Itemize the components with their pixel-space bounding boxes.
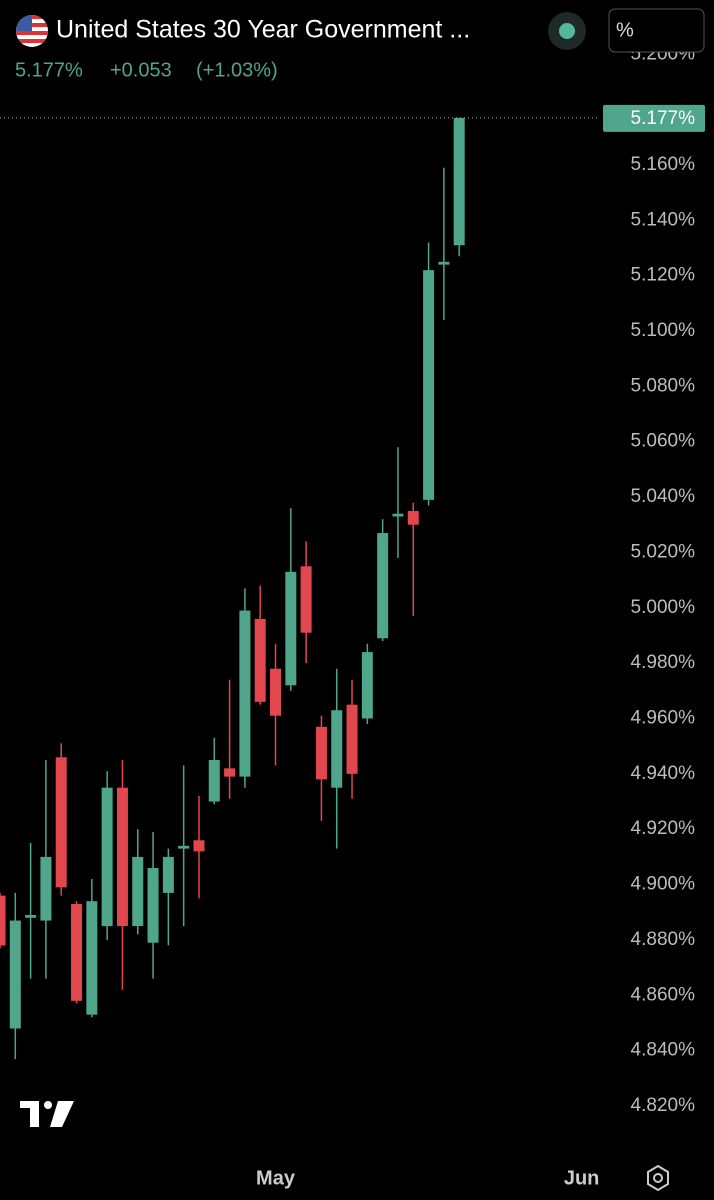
candle-body [86, 901, 98, 1015]
y-tick-label: 5.120% [631, 265, 696, 286]
y-tick-label: 4.940% [631, 763, 696, 784]
candle-body [71, 903, 83, 1001]
y-tick-label: 4.960% [631, 708, 696, 729]
candle-body [331, 710, 343, 788]
candle-body [270, 668, 282, 716]
y-tick-label: 5.040% [631, 486, 696, 507]
unit-label: % [616, 19, 634, 41]
candle-body [361, 652, 373, 719]
x-tick-label: May [256, 1167, 296, 1189]
tradingview-logo [20, 1101, 74, 1127]
candle-body [0, 895, 6, 946]
chart-title: United States 30 Year Government ... [56, 16, 470, 44]
y-tick-label: 5.060% [631, 431, 696, 452]
candle-body [438, 261, 450, 265]
candle-body [55, 757, 67, 888]
candle-body [224, 768, 236, 777]
candle-body [162, 856, 174, 893]
y-tick-label: 4.860% [631, 984, 696, 1005]
candle-body [392, 513, 404, 517]
candle-body [453, 117, 465, 246]
settings-icon[interactable] [647, 1164, 669, 1192]
y-tick-label: 5.140% [631, 209, 696, 230]
price: 5.177% [15, 59, 83, 81]
candle-body [147, 867, 159, 943]
candle-body [132, 856, 144, 927]
y-tick-label: 4.900% [631, 874, 696, 895]
y-tick-label: 4.820% [631, 1095, 696, 1116]
change-percent: (+1.03%) [196, 59, 278, 81]
unit-button[interactable] [608, 8, 705, 53]
change: +0.053 [110, 59, 172, 81]
x-tick-label: Jun [564, 1167, 600, 1189]
y-tick-label: 5.080% [631, 375, 696, 396]
y-tick-label: 4.980% [631, 652, 696, 673]
last-price-badge [603, 104, 705, 132]
header-bg [0, 0, 714, 50]
plot-area: 5.200%5.160%5.140%5.120%5.100%5.080%5.06… [0, 43, 705, 1189]
y-tick-label: 5.160% [631, 154, 696, 175]
y-tick-label: 4.880% [631, 929, 696, 950]
candle-body [101, 787, 113, 927]
y-tick-label: 5.020% [631, 541, 696, 562]
status-dot [559, 23, 575, 39]
candle-body [300, 566, 312, 633]
candle-body [423, 270, 435, 500]
candle-body [315, 726, 327, 780]
candle-body [285, 571, 297, 686]
candle-body [193, 840, 205, 852]
header: United States 30 Year Government ... % 5… [0, 0, 714, 81]
candle-body [40, 856, 52, 921]
candle-body [116, 787, 128, 927]
y-tick-label: 4.840% [631, 1040, 696, 1061]
candle-body [346, 704, 358, 774]
flag-icon [16, 15, 48, 47]
candle-body [254, 618, 266, 702]
last-price-label: 5.177% [631, 108, 696, 129]
candle-body [407, 510, 419, 525]
candle-body [9, 920, 21, 1029]
y-tick-label: 5.000% [631, 597, 696, 618]
y-tick-label: 5.100% [631, 320, 696, 341]
candle-body [25, 915, 37, 918]
candle-body [377, 533, 389, 639]
candle-body [208, 760, 220, 802]
y-tick-label: 4.920% [631, 818, 696, 839]
candle-body [239, 610, 251, 777]
candle-body [178, 845, 190, 849]
